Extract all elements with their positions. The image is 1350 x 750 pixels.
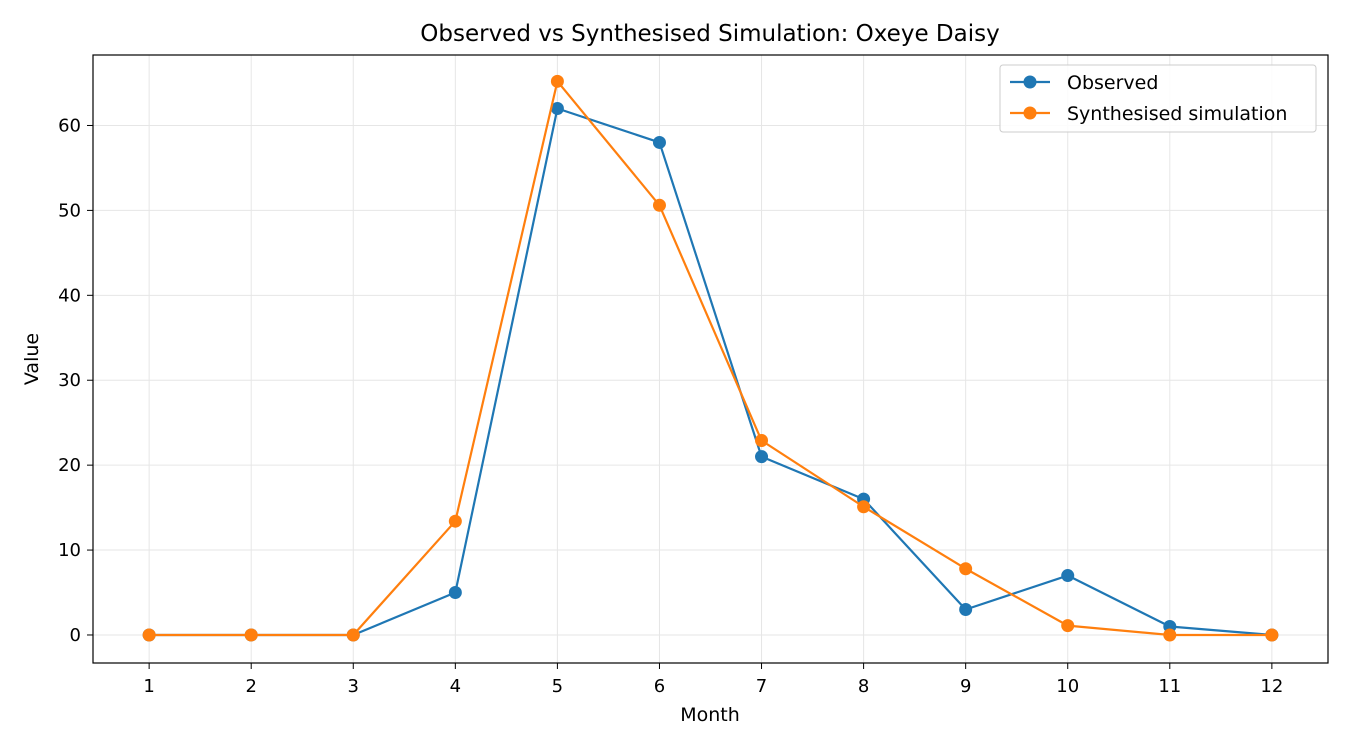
data-point bbox=[1061, 619, 1075, 633]
data-point bbox=[1061, 569, 1075, 583]
y-tick-label: 10 bbox=[58, 540, 81, 561]
x-tick-label: 5 bbox=[552, 676, 563, 697]
y-axis-title: Value bbox=[21, 333, 43, 385]
legend-label: Observed bbox=[1067, 72, 1158, 94]
y-tick-label: 30 bbox=[58, 370, 81, 391]
legend-swatch-marker bbox=[1023, 75, 1037, 89]
legend: Observed Synthesised simulation bbox=[999, 64, 1317, 133]
x-tick-label: 1 bbox=[143, 676, 154, 697]
legend-label: Synthesised simulation bbox=[1067, 103, 1287, 125]
x-tick-label: 3 bbox=[348, 676, 359, 697]
x-tick-label: 9 bbox=[960, 676, 971, 697]
data-point bbox=[1265, 628, 1279, 642]
data-point bbox=[142, 628, 156, 642]
y-axis: 0 10 20 30 40 50 60 bbox=[58, 115, 93, 646]
x-axis: 1 2 3 4 5 6 7 8 9 10 11 12 bbox=[143, 663, 1283, 697]
data-point bbox=[1163, 628, 1177, 642]
y-tick-label: 60 bbox=[58, 115, 81, 136]
data-point bbox=[448, 586, 462, 600]
x-tick-label: 10 bbox=[1056, 676, 1079, 697]
x-tick-label: 8 bbox=[858, 676, 869, 697]
x-axis-title: Month bbox=[680, 704, 740, 726]
series-layer bbox=[142, 74, 1279, 642]
data-point bbox=[959, 562, 973, 576]
legend-swatch-marker bbox=[1023, 106, 1037, 120]
chart-title: Observed vs Synthesised Simulation: Oxey… bbox=[420, 21, 999, 47]
y-tick-label: 50 bbox=[58, 200, 81, 221]
data-point bbox=[755, 450, 769, 464]
data-point bbox=[244, 628, 258, 642]
data-point bbox=[652, 198, 666, 212]
x-tick-label: 11 bbox=[1158, 676, 1181, 697]
data-point bbox=[448, 514, 462, 528]
data-point bbox=[550, 101, 564, 115]
data-point bbox=[550, 74, 564, 88]
x-tick-label: 7 bbox=[756, 676, 767, 697]
legend-box bbox=[999, 64, 1317, 133]
y-tick-label: 40 bbox=[58, 285, 81, 306]
x-tick-label: 4 bbox=[450, 676, 461, 697]
legend-item: Synthesised simulation bbox=[1010, 103, 1287, 125]
data-point bbox=[346, 628, 360, 642]
y-tick-label: 20 bbox=[58, 455, 81, 476]
legend-item: Observed bbox=[1010, 72, 1158, 94]
plot-frame bbox=[92, 54, 1329, 664]
x-tick-label: 6 bbox=[654, 676, 665, 697]
x-tick-label: 2 bbox=[245, 676, 256, 697]
data-point bbox=[652, 135, 666, 149]
series-2 bbox=[142, 74, 1279, 642]
y-tick-label: 0 bbox=[70, 625, 81, 646]
data-point bbox=[959, 603, 973, 617]
data-point bbox=[755, 434, 769, 448]
data-point bbox=[857, 500, 871, 514]
series-line bbox=[149, 80, 1272, 637]
x-tick-label: 12 bbox=[1260, 676, 1283, 697]
